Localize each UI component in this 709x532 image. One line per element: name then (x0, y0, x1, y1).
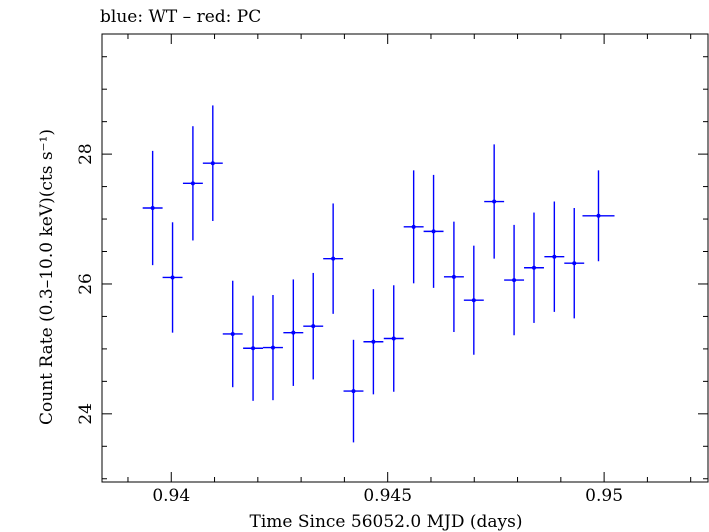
data-point (423, 174, 444, 288)
point-marker (451, 274, 456, 279)
data-point (403, 170, 424, 284)
data-point (484, 144, 505, 259)
point-marker (210, 161, 215, 166)
y-tick-label: 26 (76, 273, 96, 295)
point-marker (230, 331, 235, 336)
axis-ticks: 0.94 0.945 0.95 24 26 28 (76, 34, 708, 506)
point-marker (371, 339, 376, 344)
data-point (283, 279, 304, 386)
point-marker (251, 346, 256, 351)
data-point (524, 212, 544, 323)
data-point (162, 222, 183, 333)
data-point (182, 126, 203, 241)
point-marker (492, 199, 497, 204)
data-point (222, 280, 243, 388)
point-marker (270, 345, 275, 350)
point-marker (552, 254, 557, 259)
point-marker (531, 265, 536, 270)
x-tick-label: 0.94 (152, 486, 190, 506)
data-point (363, 289, 384, 395)
point-marker (150, 206, 155, 211)
data-point (202, 105, 223, 221)
point-marker (291, 330, 296, 335)
x-tick-label: 0.95 (585, 486, 623, 506)
point-marker (170, 275, 175, 280)
point-marker (351, 389, 356, 394)
data-point (582, 170, 615, 262)
point-marker (596, 213, 601, 218)
plot-frame (101, 33, 709, 483)
data-point (303, 272, 324, 380)
data-point (343, 339, 364, 443)
error-bars (142, 105, 615, 443)
x-axis-label: Time Since 56052.0 MJD (days) (250, 512, 523, 532)
data-point (564, 208, 585, 319)
y-tick-label: 24 (76, 403, 96, 425)
data-point (463, 245, 484, 355)
chart-title: blue: WT – red: PC (100, 7, 261, 27)
x-tick-label: 0.945 (363, 486, 412, 506)
point-marker (512, 278, 517, 283)
data-point (544, 201, 565, 312)
point-marker (471, 298, 476, 303)
data-point (243, 295, 264, 401)
point-marker (411, 224, 416, 229)
data-point (263, 295, 283, 401)
data-point (142, 150, 163, 266)
point-marker (431, 229, 436, 234)
point-marker (311, 324, 316, 329)
point-marker (391, 336, 396, 341)
point-marker (190, 181, 195, 186)
y-axis-label: Count Rate (0.3–10.0 keV)(cts s⁻¹) (37, 129, 57, 425)
y-tick-label: 28 (76, 143, 96, 165)
point-marker (572, 261, 577, 266)
data-point (323, 203, 344, 314)
point-marker (331, 256, 336, 261)
data-point (383, 285, 404, 392)
data-point (504, 224, 525, 336)
data-point (443, 221, 464, 333)
